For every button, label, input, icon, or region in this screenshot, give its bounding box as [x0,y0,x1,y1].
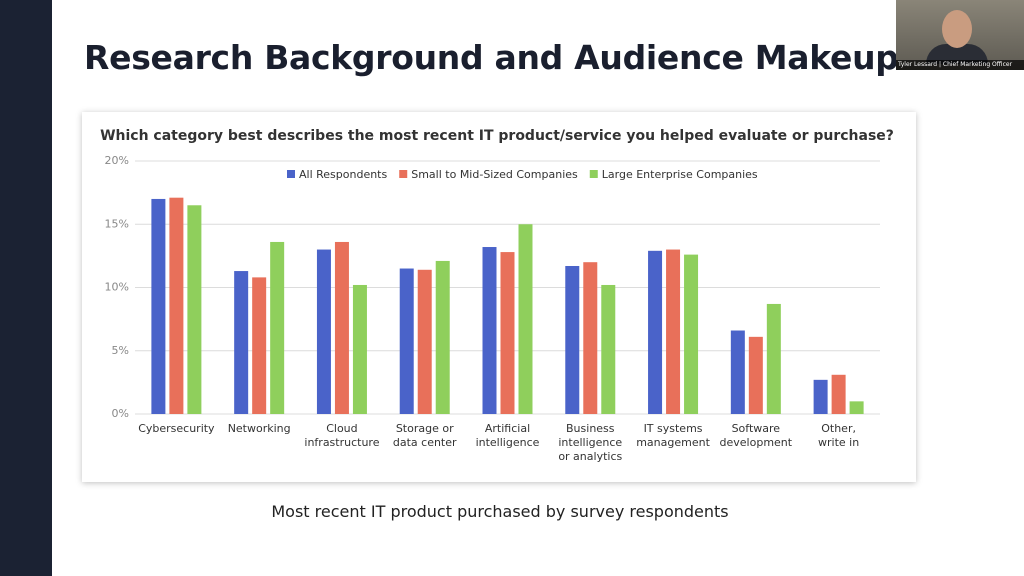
speaker-name: Tyler Lessard | Chief Marketing Officer [896,60,1024,70]
bar [831,374,846,414]
x-tick-line: infrastructure [304,436,379,449]
legend-label: Small to Mid-Sized Companies [411,168,578,181]
bar [748,336,763,414]
y-tick-label: 10% [105,281,129,294]
bar [500,252,515,414]
x-tick-line: Cybersecurity [138,422,215,435]
bar [518,224,533,414]
x-tick-line: management [636,436,710,449]
bar [187,205,202,414]
bar [684,254,699,414]
x-tick-line: intelligence [476,436,540,449]
x-tick-label: Cloud infrastructure [304,422,379,449]
legend-swatch [589,170,598,178]
bar [334,241,349,414]
x-tick-line: Software [732,422,781,435]
x-tick-label: Business intelligence or analytics [558,422,622,463]
bar [234,271,249,414]
x-tick-line: Artificial [485,422,530,435]
bar [849,401,864,414]
bar [270,241,285,414]
bar [399,268,414,414]
caption: Most recent IT product purchased by surv… [271,502,729,521]
legend-label: All Respondents [299,168,388,181]
x-tick-label: Cybersecurity [138,422,215,435]
x-tick-line: or analytics [558,450,622,463]
legend-swatch [399,170,408,178]
bar [730,330,745,414]
side-strip [0,0,52,576]
y-tick-label: 5% [112,344,129,357]
x-tick-line: development [720,436,793,449]
x-tick-label: Other, write in [818,422,859,449]
y-tick-label: 0% [112,407,129,420]
bar [352,284,367,414]
bar [151,198,166,414]
bar [435,260,450,414]
legend-label: Large Enterprise Companies [602,168,758,181]
x-tick-line: Business [566,422,615,435]
y-tick-label: 20% [105,154,129,167]
x-tick-line: Networking [228,422,291,435]
bar [766,303,781,414]
x-tick-line: IT systems [644,422,703,435]
x-tick-line: Cloud [326,422,357,435]
x-tick-label: Networking [228,422,291,435]
speaker-body [926,44,988,64]
bar [169,197,184,414]
x-tick-line: data center [393,436,457,449]
x-tick-line: Storage or [396,422,454,435]
x-tick-label: Artificial intelligence [476,422,540,449]
x-tick-line: Other, [821,422,856,435]
bar [252,277,267,414]
bar [583,262,598,414]
x-tick-line: intelligence [558,436,622,449]
bar [482,247,497,414]
chart: Which category best describes the most r… [100,128,894,463]
legend-swatch [287,170,295,178]
bar [417,269,432,414]
bar [601,284,616,414]
x-tick-label: IT systems management [636,422,710,449]
chart-card: Which category best describes the most r… [82,112,916,482]
bar [565,265,580,414]
x-tick-label: Software development [720,422,793,449]
chart-title: Which category best describes the most r… [100,128,894,144]
x-tick-line: write in [818,436,859,449]
bar [316,249,331,414]
speaker-face [942,10,972,48]
bar [813,379,828,414]
webcam: Tyler Lessard | Chief Marketing Officer [896,0,1024,70]
bar [666,249,681,414]
bar [648,250,663,414]
slide-title: Research Background and Audience Makeup [84,38,899,77]
x-tick-label: Storage or data center [393,422,457,449]
y-tick-label: 15% [105,217,129,230]
